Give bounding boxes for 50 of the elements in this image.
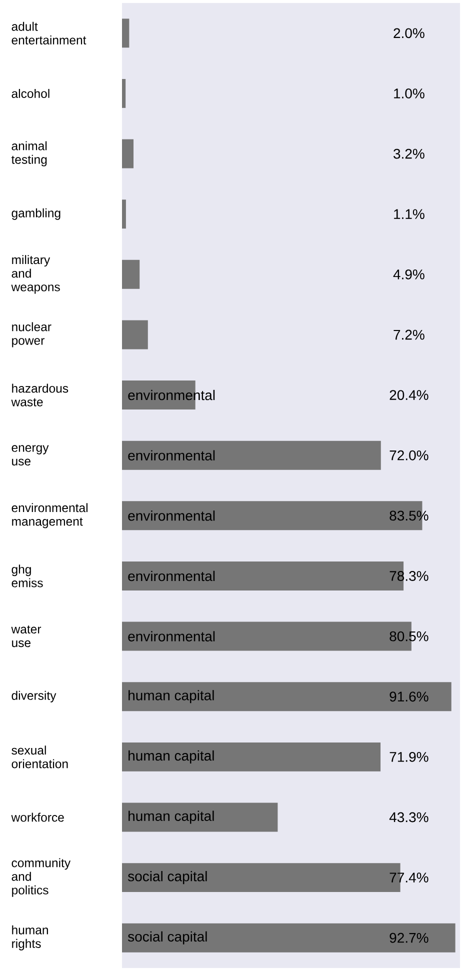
y-tick-label: adult entertainment bbox=[12, 22, 86, 44]
y-tick-label: hazardous waste bbox=[11, 384, 68, 406]
y-tick-label: sexual orientation bbox=[12, 746, 68, 768]
data-label: 77.4% bbox=[390, 872, 428, 882]
y-tick-label: community and politics bbox=[12, 858, 71, 897]
annotation: environmental bbox=[128, 510, 215, 521]
data-label: 72.0% bbox=[390, 450, 428, 460]
bar bbox=[122, 742, 381, 772]
bar bbox=[122, 139, 134, 168]
y-tick-label: gambling bbox=[12, 208, 60, 220]
bar bbox=[122, 260, 140, 289]
y-tick-label: nuclear power bbox=[12, 322, 52, 348]
y-tick-label: environmental management bbox=[12, 503, 88, 528]
data-label: 20.4% bbox=[390, 390, 428, 400]
data-label: 1.1% bbox=[394, 209, 424, 219]
annotation: environmental bbox=[128, 450, 215, 460]
bar bbox=[122, 802, 278, 832]
y-tick-label: military and weapons bbox=[11, 255, 60, 294]
y-tick-label: alcohol bbox=[12, 88, 50, 98]
y-tick-label: diversity bbox=[12, 690, 56, 702]
bar bbox=[122, 200, 126, 229]
data-label: 2.0% bbox=[394, 28, 424, 38]
y-tick-label: human rights bbox=[12, 925, 48, 950]
data-label: 43.3% bbox=[389, 812, 428, 822]
annotation: social capital bbox=[128, 931, 207, 944]
bar bbox=[122, 18, 130, 48]
annotation: human capital bbox=[128, 810, 214, 824]
bar bbox=[122, 923, 456, 952]
y-tick-label: energy use bbox=[12, 445, 49, 466]
data-label: 92.7% bbox=[390, 932, 428, 943]
data-label: 71.9% bbox=[390, 752, 428, 762]
bar bbox=[122, 320, 148, 350]
y-tick-label: workforce bbox=[11, 812, 64, 822]
annotation: environmental bbox=[128, 570, 215, 582]
annotation: environmental bbox=[128, 631, 215, 642]
bar bbox=[122, 682, 452, 712]
annotation: human capital bbox=[128, 750, 214, 764]
data-label: 1.0% bbox=[394, 88, 424, 98]
annotation: social capital bbox=[128, 871, 207, 884]
data-label: 7.2% bbox=[394, 330, 424, 340]
bar bbox=[122, 440, 381, 470]
data-label: 3.2% bbox=[394, 148, 424, 159]
y-tick-label: water use bbox=[11, 625, 42, 648]
data-label: 78.3% bbox=[390, 571, 428, 581]
data-label: 91.6% bbox=[390, 692, 428, 702]
data-label: 4.9% bbox=[393, 269, 424, 280]
bar bbox=[122, 78, 126, 108]
annotation: human capital bbox=[128, 690, 214, 704]
y-tick-label: ghg emiss bbox=[12, 564, 43, 588]
y-tick-label: animal testing bbox=[11, 141, 47, 166]
